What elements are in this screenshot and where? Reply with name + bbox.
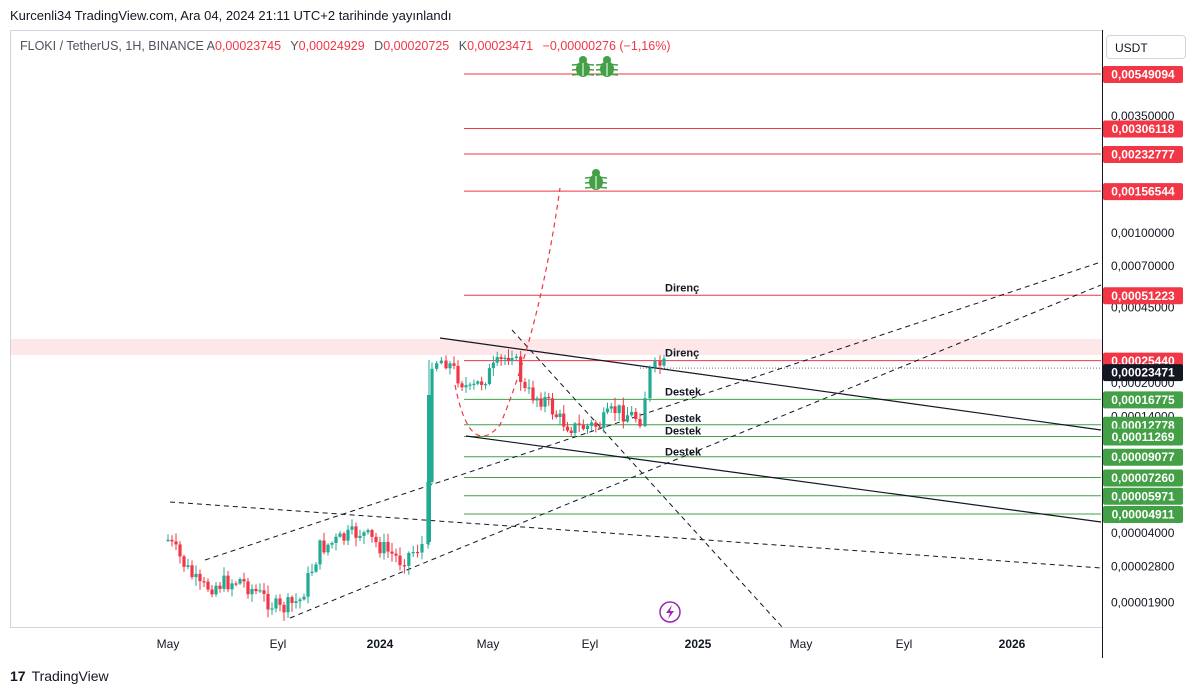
x-tick-label: Eyl: [582, 637, 599, 651]
currency-button[interactable]: USDT: [1106, 35, 1186, 59]
close-value: 0,00023471: [467, 39, 534, 53]
symbol-name[interactable]: FLOKI / TetherUS, 1H, BINANCE: [20, 39, 204, 53]
x-tick-label: Eyl: [270, 637, 287, 651]
x-tick-label: Eyl: [896, 637, 913, 651]
chart-pane[interactable]: [10, 30, 1102, 628]
tradingview-logo-icon: 17: [10, 668, 26, 684]
low-value: 0,00020725: [383, 39, 450, 53]
high-value: 0,00024929: [298, 39, 365, 53]
x-tick-label: May: [477, 637, 500, 651]
x-tick-label: 2026: [999, 637, 1026, 651]
tradingview-brand: 17 TradingView: [10, 668, 109, 684]
x-tick-label: 2025: [685, 637, 712, 651]
symbol-legend: FLOKI / TetherUS, 1H, BINANCE A0,0002374…: [20, 39, 671, 53]
x-tick-label: May: [157, 637, 180, 651]
price-axis[interactable]: [1102, 30, 1200, 658]
open-value: 0,00023745: [215, 39, 282, 53]
change-value: −0,00000276 (−1,16%): [542, 39, 671, 53]
x-tick-label: May: [790, 637, 813, 651]
x-tick-label: 2024: [367, 637, 394, 651]
published-note: Kurcenli34 TradingView.com, Ara 04, 2024…: [10, 8, 452, 23]
